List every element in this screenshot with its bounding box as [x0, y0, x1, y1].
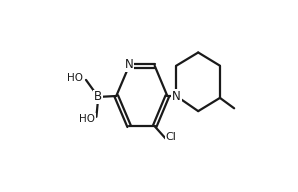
Text: N: N — [172, 89, 181, 103]
Text: B: B — [94, 90, 102, 103]
Text: HO: HO — [80, 114, 95, 124]
Text: N: N — [125, 58, 134, 71]
Text: Cl: Cl — [165, 132, 176, 142]
Text: HO: HO — [67, 73, 83, 83]
